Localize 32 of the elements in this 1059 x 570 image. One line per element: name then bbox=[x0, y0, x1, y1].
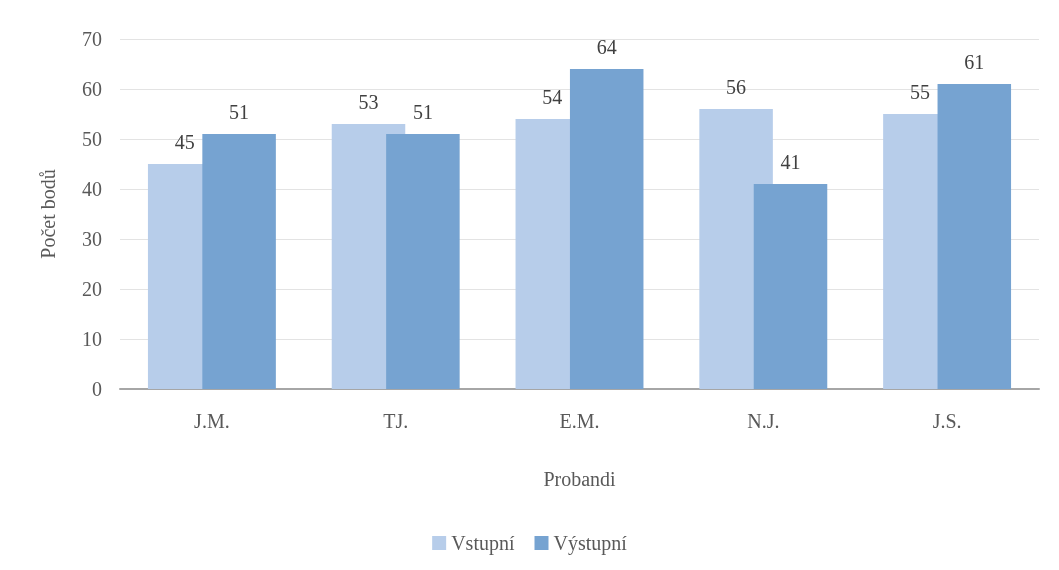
data-label: 53 bbox=[358, 91, 379, 113]
y-tick-label: 10 bbox=[82, 328, 102, 350]
legend-label: Výstupní bbox=[553, 532, 628, 555]
data-label: 61 bbox=[964, 51, 985, 73]
bar bbox=[202, 134, 276, 389]
x-tick-label: N.J. bbox=[747, 410, 780, 432]
x-tick-label: E.M. bbox=[559, 410, 600, 432]
x-tick-label: J.M. bbox=[194, 410, 230, 432]
data-label: 64 bbox=[596, 36, 617, 58]
legend-label: Vstupní bbox=[451, 532, 515, 555]
y-tick-label: 60 bbox=[82, 78, 102, 100]
bar bbox=[937, 84, 1012, 389]
x-axis-title: Probandi bbox=[543, 468, 617, 490]
bar bbox=[753, 184, 828, 389]
y-tick-label: 40 bbox=[82, 178, 102, 200]
data-label: 51 bbox=[412, 101, 433, 123]
data-label: 54 bbox=[542, 86, 563, 108]
y-tick-label: 0 bbox=[92, 378, 102, 400]
bar bbox=[386, 134, 460, 389]
y-tick-label: 30 bbox=[82, 228, 102, 250]
data-label: 45 bbox=[174, 131, 195, 153]
y-tick-label: 50 bbox=[82, 128, 102, 150]
y-tick-label: 20 bbox=[82, 278, 102, 300]
y-tick-label: 70 bbox=[82, 28, 102, 50]
data-label: 41 bbox=[780, 151, 801, 173]
data-label: 51 bbox=[229, 101, 250, 123]
x-tick-label: TJ. bbox=[383, 410, 409, 432]
data-label: 55 bbox=[909, 81, 930, 103]
x-tick-label: J.S. bbox=[932, 410, 962, 432]
y-axis-title: Počet bodů bbox=[37, 169, 59, 259]
data-label: 56 bbox=[726, 76, 747, 98]
bar bbox=[569, 69, 644, 389]
